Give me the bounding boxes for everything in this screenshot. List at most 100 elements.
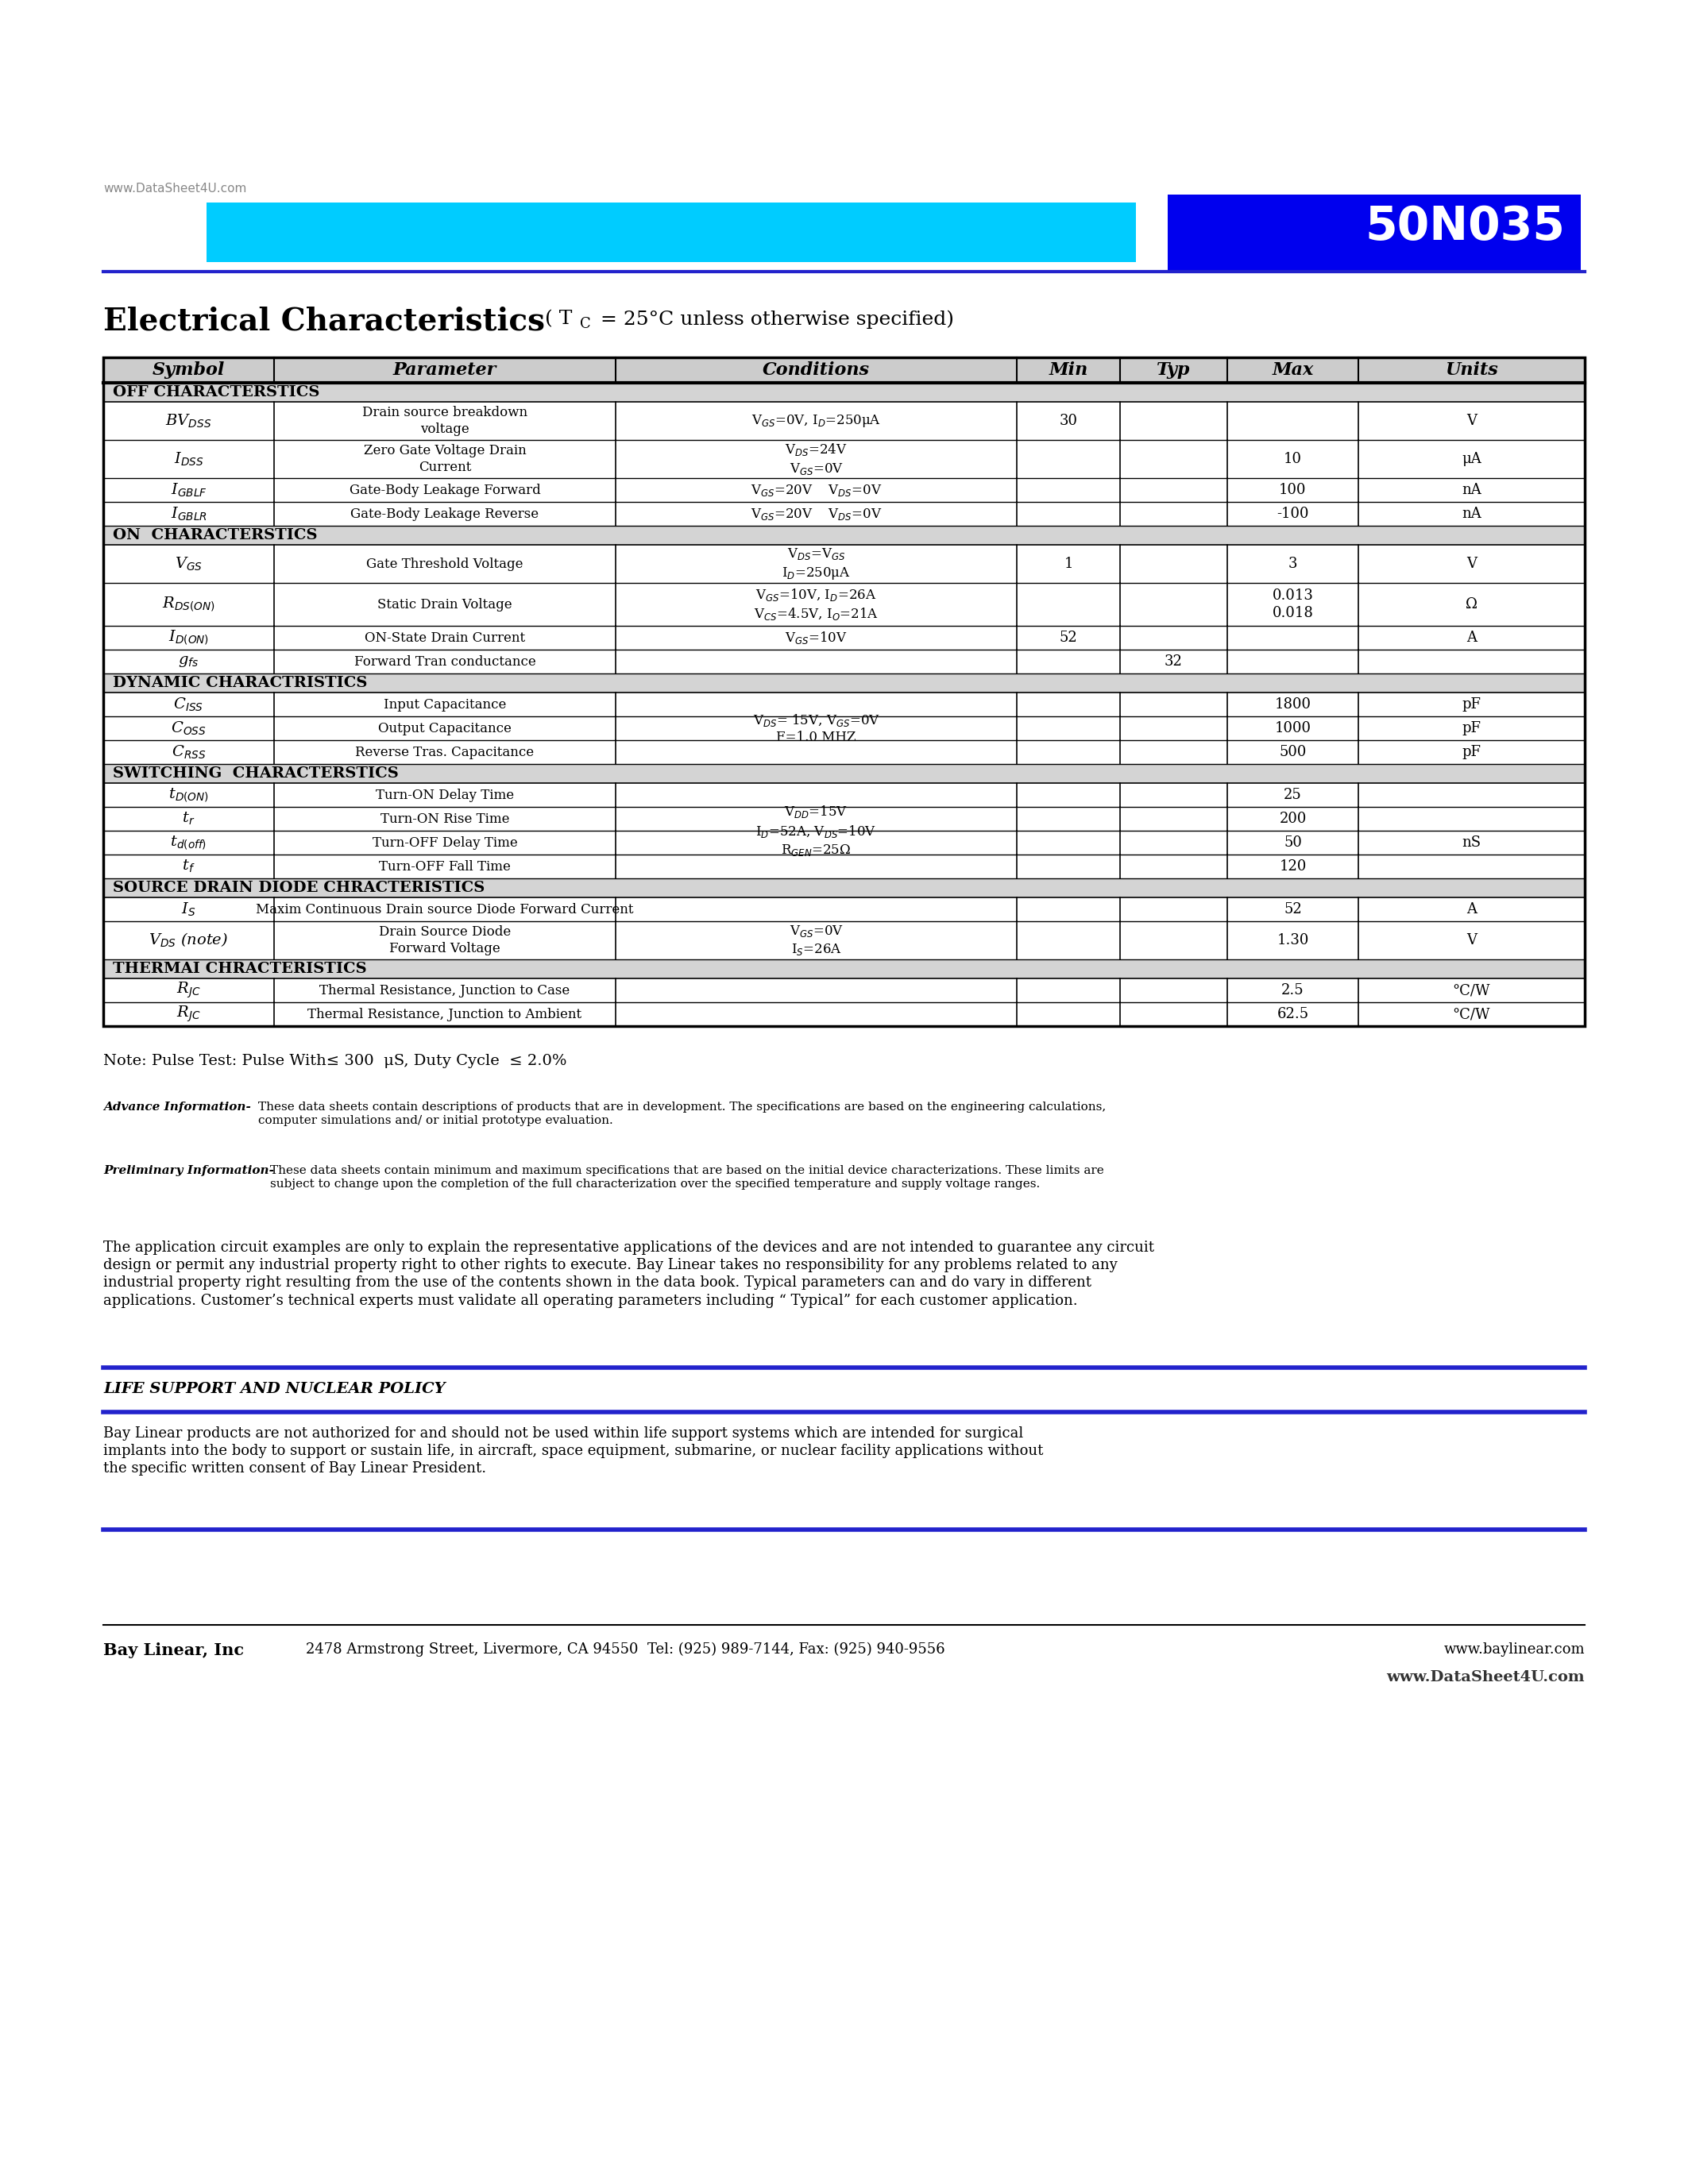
Text: V$_{GS}$=20V    V$_{DS}$=0V: V$_{GS}$=20V V$_{DS}$=0V [751,483,881,498]
Text: 100: 100 [1280,483,1307,498]
Text: 120: 120 [1280,858,1307,874]
Text: Output Capacitance: Output Capacitance [378,721,511,736]
Text: 25: 25 [1285,788,1301,802]
Text: ( T: ( T [538,310,572,328]
Text: V$_{DS}$= 15V, V$_{GS}$=0V
F=1.0 MHZ: V$_{DS}$= 15V, V$_{GS}$=0V F=1.0 MHZ [753,712,879,745]
Text: 0.013
0.018: 0.013 0.018 [1273,587,1313,620]
Text: Min: Min [1048,360,1089,378]
Text: Gate-Body Leakage Forward: Gate-Body Leakage Forward [349,483,540,496]
Bar [103,878,1585,898]
Text: I$_{DSS}$: I$_{DSS}$ [174,450,204,467]
Text: pF: pF [1462,745,1480,760]
Text: These data sheets contain minimum and maximum specifications that are based on t: These data sheets contain minimum and ma… [270,1164,1104,1190]
Text: Zero Gate Voltage Drain
Current: Zero Gate Voltage Drain Current [363,443,527,474]
Text: These data sheets contain descriptions of products that are in development. The : These data sheets contain descriptions o… [258,1101,1106,1127]
Text: t$_{f}$: t$_{f}$ [182,858,196,874]
Text: Max: Max [1273,360,1313,378]
Text: www.DataSheet4U.com: www.DataSheet4U.com [103,183,246,194]
Text: THERMAI CHRACTERISTICS: THERMAI CHRACTERISTICS [113,961,366,976]
Text: 52: 52 [1285,902,1301,917]
Text: Drain Source Diode
Forward Voltage: Drain Source Diode Forward Voltage [378,926,511,954]
Text: Bay Linear, Inc: Bay Linear, Inc [103,1642,245,1658]
Text: Electrical Characteristics: Electrical Characteristics [103,306,545,336]
Text: Reverse Tras. Capacitance: Reverse Tras. Capacitance [356,745,533,758]
Text: V: V [1467,413,1477,428]
Text: Static Drain Voltage: Static Drain Voltage [378,598,511,612]
Text: SOURCE DRAIN DIODE CHRACTERISTICS: SOURCE DRAIN DIODE CHRACTERISTICS [113,880,484,895]
Text: V$_{DS}$=V$_{GS}$
I$_{D}$=250μA: V$_{DS}$=V$_{GS}$ I$_{D}$=250μA [782,546,851,581]
Text: V: V [1467,557,1477,570]
Bar [206,203,1136,262]
Text: μA: μA [1462,452,1482,465]
Text: nA: nA [1462,483,1482,498]
Text: OFF CHARACTERSTICS: OFF CHARACTERSTICS [113,384,319,400]
Text: I$_{S}$: I$_{S}$ [181,900,196,917]
Text: 1: 1 [1063,557,1074,570]
Text: R$_{JC}$: R$_{JC}$ [177,1005,201,1024]
Text: t$_{d(off)}$: t$_{d(off)}$ [170,834,208,852]
Text: Parameter: Parameter [393,360,496,378]
Text: Turn-OFF Fall Time: Turn-OFF Fall Time [378,860,511,874]
Bar [103,959,1585,978]
Text: V$_{GS}$=0V, I$_{D}$=250μA: V$_{GS}$=0V, I$_{D}$=250μA [751,413,881,428]
Bar [103,358,1585,382]
Text: 32: 32 [1165,655,1183,668]
Text: 1.30: 1.30 [1276,933,1308,948]
Text: 10: 10 [1283,452,1301,465]
Text: V$_{GS}$=0V
I$_{S}$=26A: V$_{GS}$=0V I$_{S}$=26A [790,924,844,957]
Text: A: A [1467,631,1477,644]
Text: g$_{fs}$: g$_{fs}$ [179,655,199,668]
Text: V$_{GS}$=10V: V$_{GS}$=10V [785,629,847,646]
Text: Turn-ON Rise Time: Turn-ON Rise Time [380,812,510,826]
Text: Advance Information-: Advance Information- [103,1101,252,1112]
Text: R$_{JC}$: R$_{JC}$ [177,981,201,1000]
Text: 1800: 1800 [1274,697,1312,712]
Text: 62.5: 62.5 [1276,1007,1308,1022]
Bar [103,358,1585,1026]
Text: nS: nS [1462,836,1480,850]
Text: V: V [1467,933,1477,948]
Text: V$_{GS}$=20V    V$_{DS}$=0V: V$_{GS}$=20V V$_{DS}$=0V [751,507,881,522]
Text: C: C [581,317,591,332]
Text: Typ: Typ [1156,360,1190,378]
Text: Bay Linear products are not authorized for and should not be used within life su: Bay Linear products are not authorized f… [103,1426,1043,1476]
Text: 2.5: 2.5 [1281,983,1305,998]
Text: 1000: 1000 [1274,721,1312,736]
Text: Thermal Resistance, Junction to Ambient: Thermal Resistance, Junction to Ambient [307,1007,582,1020]
Bar [103,382,1585,402]
Text: ON-State Drain Current: ON-State Drain Current [365,631,525,644]
Text: Note: Pulse Test: Pulse With≤ 300  μS, Duty Cycle  ≤ 2.0%: Note: Pulse Test: Pulse With≤ 300 μS, Du… [103,1055,567,1068]
Text: Units: Units [1445,360,1497,378]
Text: °C/W: °C/W [1453,983,1491,998]
Text: V$_{GS}$: V$_{GS}$ [176,555,203,572]
Text: t$_{r}$: t$_{r}$ [182,810,196,828]
Text: I$_{GBLR}$: I$_{GBLR}$ [170,505,208,522]
Text: Preliminary Information-: Preliminary Information- [103,1164,273,1177]
Text: The application circuit examples are only to explain the representative applicat: The application circuit examples are onl… [103,1241,1155,1308]
Text: pF: pF [1462,697,1480,712]
Text: V$_{GS}$=10V, I$_{D}$=26A
V$_{CS}$=4.5V, I$_{O}$=21A: V$_{GS}$=10V, I$_{D}$=26A V$_{CS}$=4.5V,… [755,587,878,622]
Text: 200: 200 [1280,812,1307,826]
Text: I$_{GBLF}$: I$_{GBLF}$ [170,480,208,498]
Text: DYNAMIC CHARACTRISTICS: DYNAMIC CHARACTRISTICS [113,675,368,690]
Text: C$_{OSS}$: C$_{OSS}$ [170,721,206,736]
Text: SWITCHING  CHARACTERSTICS: SWITCHING CHARACTERSTICS [113,767,398,780]
Text: Conditions: Conditions [763,360,869,378]
Text: 30: 30 [1060,413,1077,428]
Text: www.DataSheet4U.com: www.DataSheet4U.com [1386,1671,1585,1684]
Text: 50: 50 [1285,836,1301,850]
Text: ON  CHARACTERSTICS: ON CHARACTERSTICS [113,529,317,542]
Text: 52: 52 [1060,631,1077,644]
Text: C$_{RSS}$: C$_{RSS}$ [172,743,206,760]
Text: Input Capacitance: Input Capacitance [383,697,506,712]
Text: Symbol: Symbol [152,360,225,378]
Text: LIFE SUPPORT AND NUCLEAR POLICY: LIFE SUPPORT AND NUCLEAR POLICY [103,1382,446,1396]
Text: Turn-OFF Delay Time: Turn-OFF Delay Time [373,836,518,850]
Text: Ω: Ω [1465,596,1477,612]
Text: °C/W: °C/W [1453,1007,1491,1022]
Text: Thermal Resistance, Junction to Case: Thermal Resistance, Junction to Case [319,983,571,998]
Text: I$_{D(ON)}$: I$_{D(ON)}$ [169,629,209,646]
Text: Gate-Body Leakage Reverse: Gate-Body Leakage Reverse [351,507,538,520]
Text: = 25°C unless otherwise specified): = 25°C unless otherwise specified) [594,310,954,328]
Text: V$_{DS}$=24V
V$_{GS}$=0V: V$_{DS}$=24V V$_{GS}$=0V [785,441,847,476]
